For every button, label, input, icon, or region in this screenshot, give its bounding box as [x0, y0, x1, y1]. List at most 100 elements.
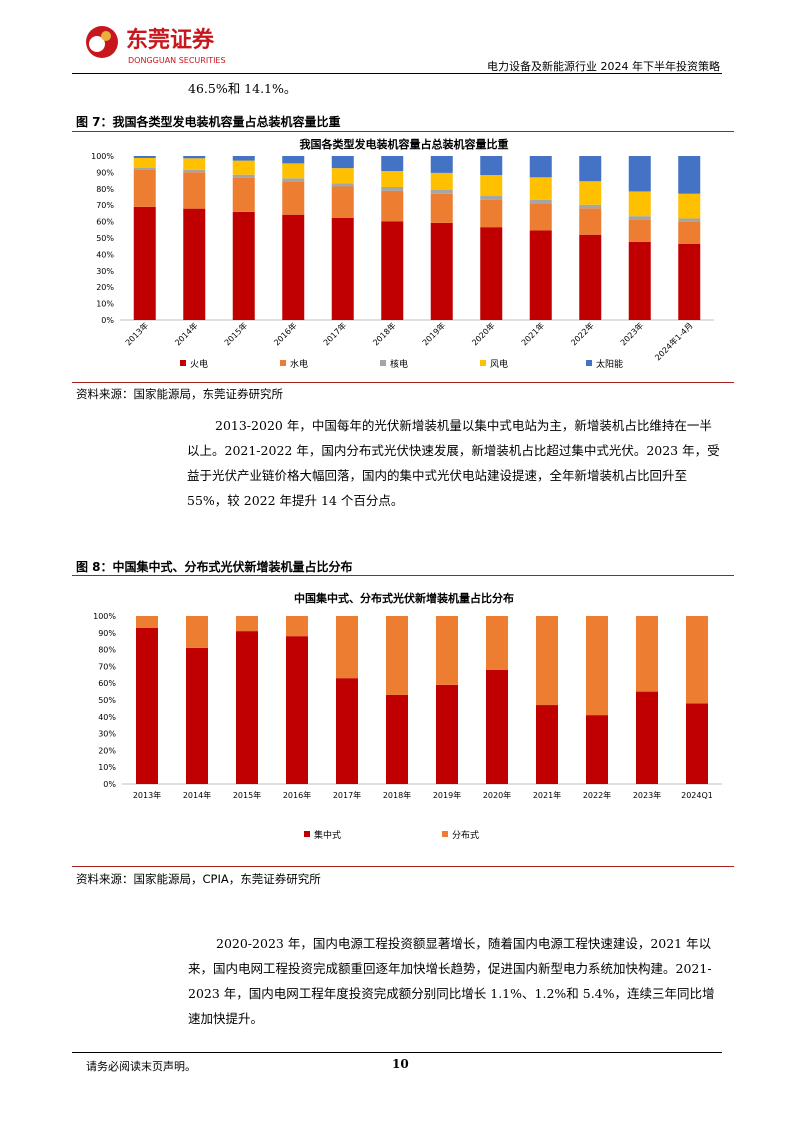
- bar-segment: [282, 163, 305, 179]
- y-tick-label: 80%: [98, 646, 116, 655]
- bar-segment: [628, 241, 651, 320]
- bar-segment: [686, 616, 708, 704]
- bar-segment: [381, 156, 404, 172]
- bar-segment: [536, 705, 558, 784]
- y-tick-label: 50%: [98, 696, 116, 705]
- chart7-title: 我国各类型发电装机容量占总装机容量比重: [300, 137, 509, 151]
- legend-label: 太阳能: [596, 358, 623, 370]
- bar-segment: [236, 631, 258, 784]
- x-tick-label: 2020年: [483, 790, 511, 800]
- bar-segment: [336, 616, 358, 679]
- bar-segment: [628, 191, 651, 217]
- bar-segment: [480, 175, 503, 197]
- x-tick-label: 2021年: [519, 320, 546, 347]
- x-tick-label: 2019年: [433, 790, 461, 800]
- y-tick-label: 20%: [96, 283, 114, 292]
- bar-segment: [430, 172, 453, 190]
- legend-label: 集中式: [314, 829, 341, 841]
- legend-label: 风电: [490, 358, 508, 370]
- bar-segment: [133, 157, 156, 168]
- bar-segment: [579, 208, 602, 235]
- bar-segment: [331, 168, 354, 184]
- legend-swatch: [180, 360, 186, 366]
- figure7-source: 资料来源：国家能源局，东莞证券研究所: [76, 387, 283, 401]
- bar-segment: [282, 214, 305, 320]
- figure8-stacked-bar-chart: 中国集中式、分布式光伏新增装机量占比分布 0% 10% 20% 30% 40% 50% 60…: [93, 591, 722, 841]
- x-tick-label: 2024Q1: [681, 791, 713, 800]
- legend-swatch: [280, 360, 286, 366]
- bar-segment: [529, 199, 552, 204]
- bar-segment: [436, 616, 458, 685]
- bar-segment: [529, 156, 552, 178]
- footer-divider: [72, 1052, 722, 1053]
- bar-segment: [183, 158, 206, 170]
- x-tick-label: 2018年: [371, 320, 398, 347]
- bar-segment: [133, 167, 156, 170]
- bar-segment: [331, 183, 354, 187]
- y-tick-label: 70%: [96, 201, 114, 210]
- x-tick-label: 2015年: [233, 790, 261, 800]
- legend-swatch: [586, 360, 592, 366]
- bar-segment: [628, 219, 651, 242]
- body-paragraph-2: 2020-2023 年，国内电源工程投资额显著增长，随着国内电源工程快速建设，2…: [188, 936, 715, 1026]
- bar-segment: [529, 203, 552, 231]
- report-title: 电力设备及新能源行业 2024 年下半年投资策略: [487, 60, 720, 73]
- figure7-top-rule: [72, 131, 734, 132]
- bar-segment: [430, 193, 453, 223]
- bar-segment: [430, 156, 453, 173]
- figure8-source: 资料来源：国家能源局，CPIA，东莞证券研究所: [76, 872, 321, 886]
- bar-segment: [480, 227, 503, 320]
- body-paragraph-1: 2013-2020 年，中国每年的光伏新增装机量以集中式电站为主，新增装机占比维…: [187, 418, 720, 508]
- bar-segment: [282, 178, 305, 182]
- legend-label: 分布式: [452, 829, 479, 841]
- bar-segment: [586, 616, 608, 716]
- bar-segment: [678, 243, 701, 320]
- bar-segment: [183, 169, 206, 173]
- bar-segment: [628, 156, 651, 192]
- x-tick-label: 2018年: [383, 790, 411, 800]
- legend-swatch: [442, 831, 448, 837]
- figure7-caption: 图 7：我国各类型发电装机容量占总装机容量比重: [76, 115, 341, 129]
- x-tick-label: 2014年: [183, 790, 211, 800]
- bar-segment: [331, 156, 354, 169]
- bar-segment: [486, 669, 508, 784]
- x-tick-label: 2017年: [333, 790, 361, 800]
- company-logo: 东莞证券 DONGGUAN SECURITIES: [86, 26, 226, 65]
- x-tick-label: 2017年: [321, 320, 348, 347]
- x-tick-label: 2022年: [569, 320, 596, 347]
- bar-segment: [486, 616, 508, 670]
- bar-segment: [336, 678, 358, 784]
- legend-swatch: [304, 831, 310, 837]
- bar-segment: [678, 193, 701, 219]
- y-tick-label: 60%: [96, 218, 114, 227]
- bar-segment: [232, 174, 255, 178]
- x-tick-label: 2019年: [420, 320, 447, 347]
- bar-segment: [381, 171, 404, 187]
- x-tick-label: 2013年: [123, 320, 150, 347]
- figure8-top-rule: [72, 575, 734, 576]
- bar-segment: [381, 221, 404, 320]
- bar-segment: [586, 715, 608, 784]
- bar-segment: [579, 234, 602, 320]
- header-divider: [72, 73, 722, 74]
- y-tick-label: 30%: [98, 730, 116, 739]
- figure8-bottom-rule: [72, 866, 734, 867]
- bar-segment: [579, 181, 602, 205]
- bar-segment: [386, 616, 408, 695]
- bar-segment: [282, 181, 305, 215]
- bar-segment: [381, 190, 404, 222]
- x-tick-label: 2022年: [583, 790, 611, 800]
- y-tick-label: 100%: [91, 152, 114, 161]
- bar-segment: [232, 156, 255, 161]
- x-tick-label: 2014年: [173, 320, 200, 347]
- y-tick-label: 10%: [98, 763, 116, 772]
- bar-segment: [579, 204, 602, 209]
- y-tick-label: 40%: [98, 713, 116, 722]
- y-tick-label: 90%: [96, 168, 114, 177]
- bar-segment: [636, 691, 658, 784]
- y-tick-label: 80%: [96, 185, 114, 194]
- bar-segment: [628, 216, 651, 220]
- bar-segment: [282, 156, 305, 164]
- y-tick-label: 0%: [101, 316, 114, 325]
- y-tick-label: 50%: [96, 234, 114, 243]
